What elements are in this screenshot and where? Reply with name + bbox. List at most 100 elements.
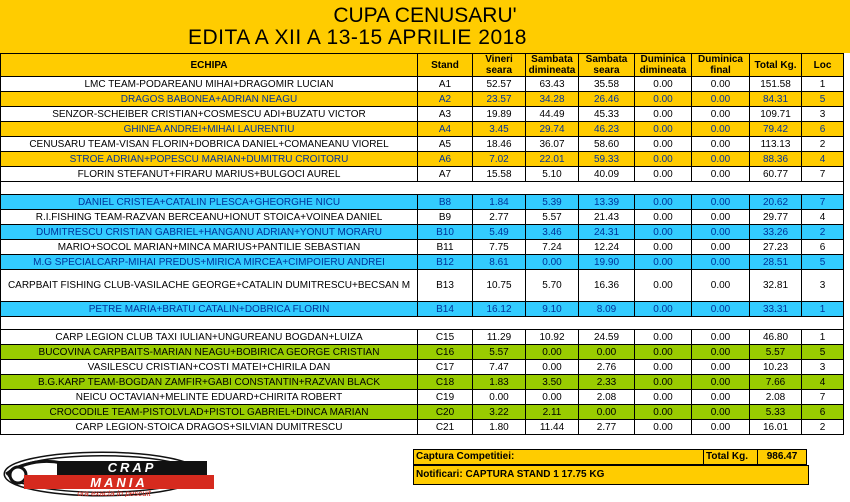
stand-cell: B8 <box>417 194 473 210</box>
duminica-final-cell: 0.00 <box>691 76 750 92</box>
vineri-seara-cell: 18.46 <box>472 136 526 152</box>
sambata-seara-cell: 24.59 <box>578 329 635 345</box>
total-cell: 60.77 <box>749 166 802 182</box>
loc-cell: 4 <box>801 151 844 167</box>
duminica-dimineata-cell: 0.00 <box>634 359 692 375</box>
team-cell: LMC TEAM-PODAREANU MIHAI+DRAGOMIR LUCIAN <box>0 76 418 92</box>
sambata-seara-cell: 45.33 <box>578 106 635 122</box>
stand-cell: A5 <box>417 136 473 152</box>
loc-cell: 3 <box>801 106 844 122</box>
sambata-seara-cell: 40.09 <box>578 166 635 182</box>
total-cell: 2.08 <box>749 389 802 405</box>
team-cell: CARP LEGION-STOICA DRAGOS+SILVIAN DUMITR… <box>0 419 418 435</box>
vineri-seara-cell: 2.77 <box>472 209 526 225</box>
sambata-dimineata-cell: 63.43 <box>525 76 579 92</box>
separator-cell <box>0 316 844 330</box>
stand-cell: A4 <box>417 121 473 137</box>
total-cell: 5.33 <box>749 404 802 420</box>
header-row: ECHIPA Stand Vineri seara Sambata dimineat… <box>0 53 844 77</box>
duminica-dimineata-cell: 0.00 <box>634 194 692 210</box>
duminica-dimineata-cell: 0.00 <box>634 151 692 167</box>
table-row: MARIO+SOCOL MARIAN+MINCA MARIUS+PANTILIE… <box>0 239 844 255</box>
team-cell: B.G.KARP TEAM-BOGDAN ZAMFIR+GABI CONSTAN… <box>0 374 418 390</box>
duminica-final-cell: 0.00 <box>691 239 750 255</box>
table-row: CROCODILE TEAM-PISTOLVLAD+PISTOL GABRIEL… <box>0 404 844 420</box>
loc-cell: 7 <box>801 166 844 182</box>
group-separator <box>0 316 844 330</box>
table-row: M.G SPECIALCARP-MIHAI PREDUS+MIRICA MIRC… <box>0 254 844 270</box>
col-header-duminica-dimineata: Duminica dimineata <box>634 53 692 77</box>
sambata-dimineata-cell: 2.11 <box>525 404 579 420</box>
vineri-seara-cell: 5.49 <box>472 224 526 240</box>
sambata-seara-cell: 8.09 <box>578 301 635 317</box>
duminica-final-cell: 0.00 <box>691 194 750 210</box>
total-cell: 113.13 <box>749 136 802 152</box>
crap-mania-logo: CRAP MANIA ora exacta in pescuit <box>2 451 412 498</box>
sambata-dimineata-cell: 22.01 <box>525 151 579 167</box>
sambata-dimineata-cell: 5.57 <box>525 209 579 225</box>
team-cell: BUCOVINA CARPBAITS-MARIAN NEAGU+BOBIRICA… <box>0 344 418 360</box>
total-cell: 151.58 <box>749 76 802 92</box>
team-cell: CARP LEGION CLUB TAXI IULIAN+UNGUREANU B… <box>0 329 418 345</box>
stand-cell: A6 <box>417 151 473 167</box>
sambata-seara-cell: 2.76 <box>578 359 635 375</box>
sambata-dimineata-cell: 10.92 <box>525 329 579 345</box>
vineri-seara-cell: 11.29 <box>472 329 526 345</box>
stand-cell: C18 <box>417 374 473 390</box>
total-cell: 79.42 <box>749 121 802 137</box>
total-cell: 10.23 <box>749 359 802 375</box>
table-row: SENZOR-SCHEIBER CRISTIAN+COSMESCU ADI+BU… <box>0 106 844 122</box>
sambata-dimineata-cell: 34.28 <box>525 91 579 107</box>
total-cell: 27.23 <box>749 239 802 255</box>
vineri-seara-cell: 5.57 <box>472 344 526 360</box>
duminica-final-cell: 0.00 <box>691 121 750 137</box>
vineri-seara-cell: 3.45 <box>472 121 526 137</box>
team-cell: STROE ADRIAN+POPESCU MARIAN+DUMITRU CROI… <box>0 151 418 167</box>
team-cell: CROCODILE TEAM-PISTOLVLAD+PISTOL GABRIEL… <box>0 404 418 420</box>
sambata-dimineata-cell: 36.07 <box>525 136 579 152</box>
sambata-seara-cell: 24.31 <box>578 224 635 240</box>
duminica-dimineata-cell: 0.00 <box>634 209 692 225</box>
vineri-seara-cell: 1.84 <box>472 194 526 210</box>
sambata-dimineata-cell: 7.24 <box>525 239 579 255</box>
table-row: CENUSARU TEAM-VISAN FLORIN+DOBRICA DANIE… <box>0 136 844 152</box>
team-cell: DRAGOS BABONEA+ADRIAN NEAGU <box>0 91 418 107</box>
sambata-seara-cell: 46.23 <box>578 121 635 137</box>
duminica-final-cell: 0.00 <box>691 91 750 107</box>
vineri-seara-cell: 0.00 <box>472 389 526 405</box>
vineri-seara-cell: 23.57 <box>472 91 526 107</box>
loc-cell: 3 <box>801 359 844 375</box>
team-cell: NEICU OCTAVIAN+MELINTE EDUARD+CHIRITA RO… <box>0 389 418 405</box>
team-cell: M.G SPECIALCARP-MIHAI PREDUS+MIRICA MIRC… <box>0 254 418 270</box>
loc-cell: 2 <box>801 224 844 240</box>
duminica-dimineata-cell: 0.00 <box>634 374 692 390</box>
title-band: CUPA CENUSARU' EDITA A XII A 13-15 APRIL… <box>0 0 850 53</box>
table-row: B.G.KARP TEAM-BOGDAN ZAMFIR+GABI CONSTAN… <box>0 374 844 390</box>
loc-cell: 7 <box>801 389 844 405</box>
duminica-final-cell: 0.00 <box>691 136 750 152</box>
stand-cell: B9 <box>417 209 473 225</box>
loc-cell: 1 <box>801 329 844 345</box>
sambata-seara-cell: 35.58 <box>578 76 635 92</box>
total-kg-label: Total Kg. <box>703 449 759 465</box>
col-header-loc: Loc <box>801 53 844 77</box>
team-cell: VASILESCU CRISTIAN+COSTI MATEI+CHIRILA D… <box>0 359 418 375</box>
table-row: NEICU OCTAVIAN+MELINTE EDUARD+CHIRITA RO… <box>0 389 844 405</box>
team-cell: MARIO+SOCOL MARIAN+MINCA MARIUS+PANTILIE… <box>0 239 418 255</box>
svg-text:MANIA: MANIA <box>90 475 148 490</box>
total-cell: 16.01 <box>749 419 802 435</box>
duminica-dimineata-cell: 0.00 <box>634 106 692 122</box>
total-cell: 29.77 <box>749 209 802 225</box>
vineri-seara-cell: 7.47 <box>472 359 526 375</box>
duminica-dimineata-cell: 0.00 <box>634 136 692 152</box>
stand-cell: B10 <box>417 224 473 240</box>
team-cell: CARPBAIT FISHING CLUB-VASILACHE GEORGE+C… <box>0 269 418 302</box>
table-row: FLORIN STEFANUT+FIRARU MARIUS+BULGOCI AU… <box>0 166 844 182</box>
duminica-final-cell: 0.00 <box>691 166 750 182</box>
sambata-dimineata-cell: 3.46 <box>525 224 579 240</box>
sambata-dimineata-cell: 29.74 <box>525 121 579 137</box>
vineri-seara-cell: 19.89 <box>472 106 526 122</box>
svg-text:CRAP: CRAP <box>108 460 157 475</box>
duminica-dimineata-cell: 0.00 <box>634 239 692 255</box>
